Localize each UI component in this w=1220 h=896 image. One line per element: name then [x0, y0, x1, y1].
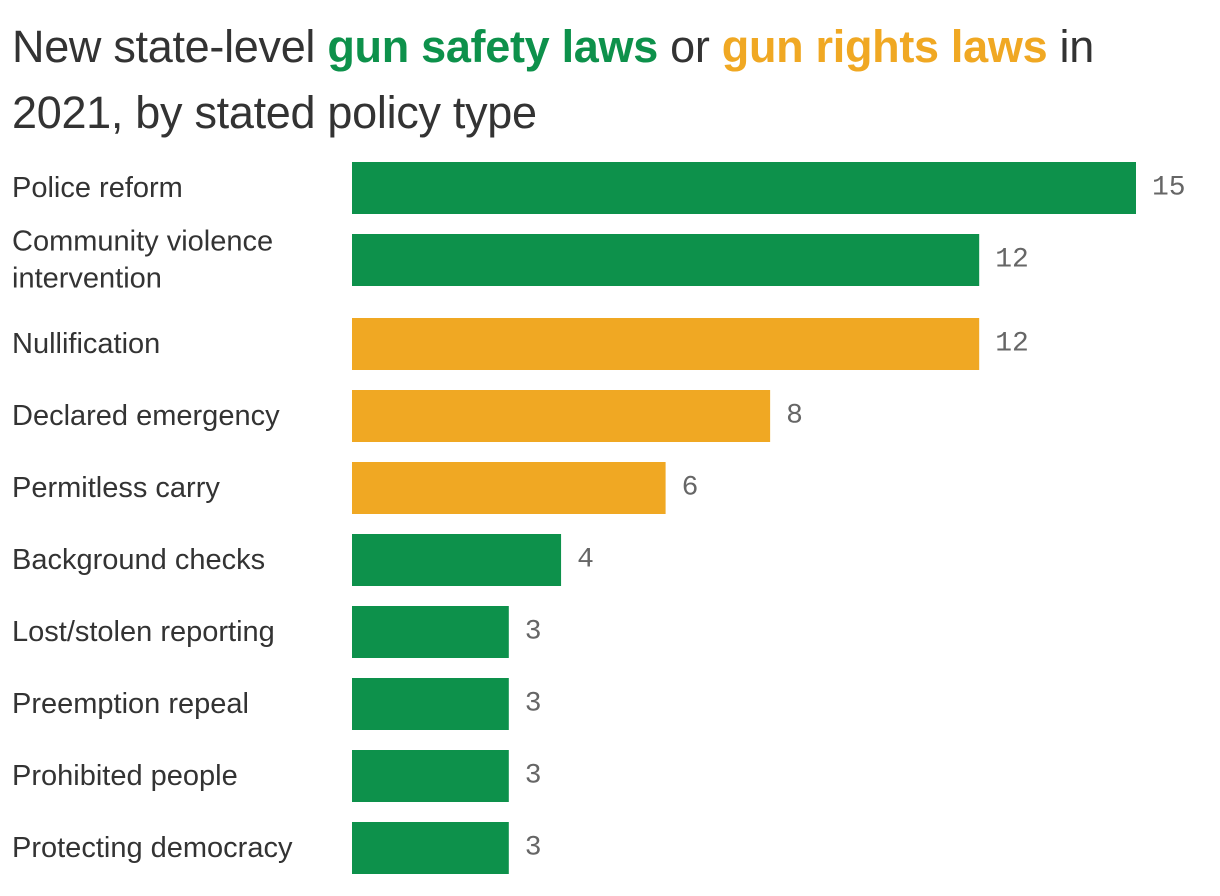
category-label: Police reform [12, 172, 183, 204]
category-label: Declared emergency [12, 400, 280, 432]
title-gun-rights: gun rights laws [721, 21, 1048, 72]
value-label: 6 [682, 473, 699, 504]
bar [352, 162, 1136, 214]
category-label: Permitless carry [12, 472, 220, 504]
value-label: 12 [995, 245, 1029, 276]
bar [352, 822, 509, 874]
category-label: Lost/stolen reporting [12, 616, 275, 648]
category-label: Preemption repeal [12, 688, 249, 720]
bar [352, 606, 509, 658]
category-label: Nullification [12, 328, 160, 360]
bar [352, 750, 509, 802]
title-gun-safety: gun safety laws [327, 21, 658, 72]
value-label: 12 [995, 329, 1029, 360]
category-label: intervention [12, 263, 162, 295]
title-text-1: New state-level [12, 21, 328, 72]
bar [352, 318, 980, 370]
value-label: 3 [525, 689, 542, 720]
category-label: Background checks [12, 544, 265, 576]
category-label: Prohibited people [12, 760, 238, 792]
bar [352, 678, 509, 730]
bar [352, 462, 666, 514]
title-text-2: or [657, 21, 722, 72]
value-label: 8 [786, 401, 803, 432]
chart-title: New state-level gun safety laws or gun r… [12, 14, 1212, 146]
value-label: 15 [1152, 173, 1186, 204]
value-label: 3 [525, 833, 542, 864]
bar [352, 390, 771, 442]
value-label: 3 [525, 617, 542, 648]
category-label: Protecting democracy [12, 832, 293, 864]
value-label: 3 [525, 761, 542, 792]
category-label: Community violence [12, 226, 273, 258]
title-text-3: in 2021, by stated policy type [12, 21, 1094, 138]
bar [352, 534, 562, 586]
value-label: 4 [577, 545, 594, 576]
bar [352, 234, 980, 286]
